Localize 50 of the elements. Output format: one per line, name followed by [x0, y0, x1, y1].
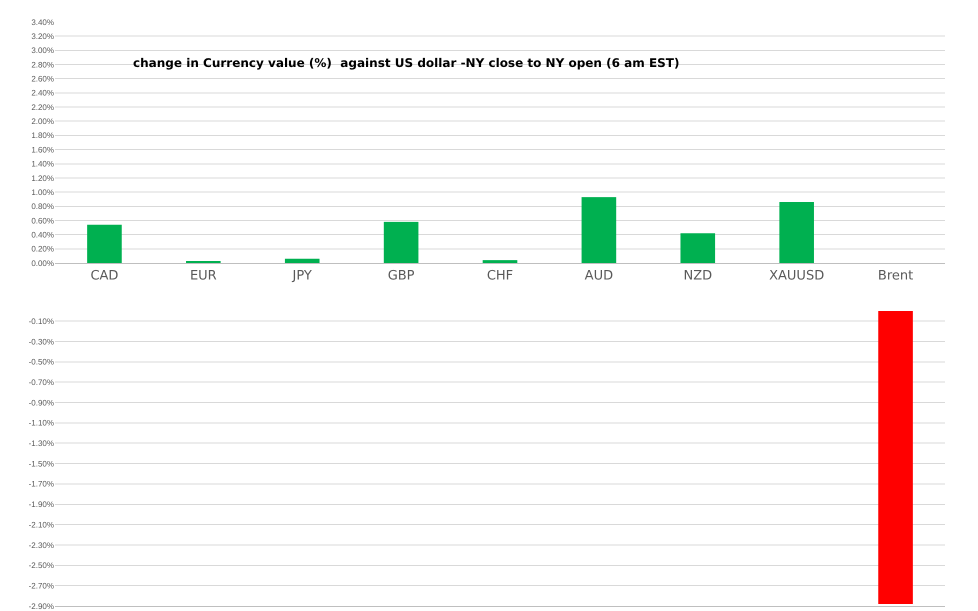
bar	[384, 222, 418, 263]
y-tick-label: 2.00%	[31, 117, 54, 126]
bar	[482, 260, 518, 263]
y-tick-label: 1.60%	[31, 145, 54, 154]
y-tick-label: -0.10%	[28, 316, 54, 326]
y-tick-label: 2.20%	[31, 102, 54, 112]
x-tick-label: XAUUSD	[769, 268, 824, 284]
y-tick-label: -0.30%	[28, 337, 54, 346]
y-tick-label: 0.60%	[31, 216, 54, 226]
bar	[582, 197, 616, 263]
x-tick-label: CAD	[90, 268, 118, 284]
y-tick-label: -0.50%	[28, 358, 54, 367]
bar	[87, 224, 122, 263]
y-tick-label: -2.50%	[28, 561, 54, 570]
y-tick-label: 3.00%	[31, 46, 54, 56]
y-tick-label: -1.90%	[28, 500, 54, 510]
y-tick-label: 0.40%	[31, 230, 54, 240]
y-tick-label: -2.30%	[28, 540, 54, 550]
y-tick-label: -0.90%	[28, 398, 54, 408]
x-tick-label: EUR	[190, 268, 217, 284]
y-tick-label: 2.80%	[31, 60, 54, 70]
y-tick-label: 2.60%	[31, 74, 54, 84]
bar	[284, 258, 320, 263]
y-tick-label: 3.40%	[31, 18, 54, 27]
y-tick-label: 0.00%	[31, 258, 54, 268]
y-tick-label: 3.20%	[31, 32, 54, 41]
y-tick-label: -2.90%	[28, 602, 54, 611]
y-tick-label: 1.80%	[31, 131, 54, 140]
y-tick-label: -1.30%	[28, 439, 54, 448]
x-tick-label: AUD	[584, 268, 614, 284]
x-tick-label: Brent	[878, 268, 914, 284]
y-tick-label: 2.40%	[31, 88, 54, 98]
y-tick-label: 0.80%	[31, 202, 54, 212]
y-tick-label: -1.10%	[28, 418, 54, 428]
y-tick-label: -1.50%	[28, 459, 54, 468]
y-tick-label: 1.20%	[31, 174, 54, 183]
x-tick-label: NZD	[683, 268, 712, 284]
x-tick-label: GBP	[388, 268, 415, 284]
x-tick-label: JPY	[292, 268, 312, 284]
bar	[680, 233, 716, 263]
bar	[779, 202, 814, 263]
x-tick-label: CHF	[486, 268, 514, 284]
y-tick-label: 1.00%	[31, 188, 54, 197]
y-tick-label: -0.70%	[28, 378, 54, 388]
y-tick-label: -2.70%	[28, 581, 54, 590]
y-tick-label: -1.70%	[28, 480, 54, 489]
y-tick-label: 1.40%	[31, 160, 54, 169]
y-tick-label: -2.10%	[28, 520, 54, 530]
y-tick-label: 0.20%	[31, 244, 54, 254]
text: change in Currency value (%) against US dollar -NY close to NY open (6 am EST)	[133, 56, 680, 70]
